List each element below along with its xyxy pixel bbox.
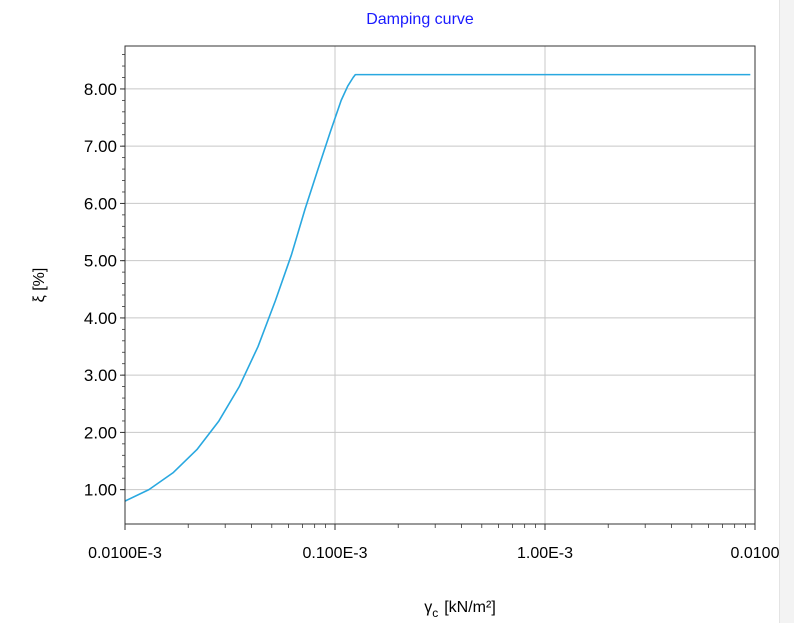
x-axis-label-symbol: γ — [424, 599, 432, 616]
plot-frame — [124, 45, 756, 525]
y-tick-label: 5.00 — [84, 252, 117, 271]
y-tick-label: 6.00 — [84, 194, 117, 213]
y-tick-label: 7.00 — [84, 137, 117, 156]
chart-title: Damping curve — [366, 11, 474, 28]
y-axis: 1.00 2.00 3.00 4.00 5.00 6.00 7.00 8.00 — [84, 54, 125, 500]
x-tick-label: 0.0100E-3 — [88, 545, 162, 562]
x-axis-label-subscript: c — [432, 606, 438, 620]
x-axis-label-unit: [kN/m²] — [444, 599, 496, 616]
window-edge — [779, 0, 794, 623]
y-tick-label: 3.00 — [84, 366, 117, 385]
x-tick-label: 0.100E-3 — [303, 545, 368, 562]
x-tick-label: 1.00E-3 — [517, 545, 573, 562]
series-group — [124, 73, 751, 502]
y-axis-label: ξ [%] — [31, 268, 48, 303]
x-axis-label: γc [kN/m²] — [424, 599, 496, 620]
series-line — [124, 73, 751, 502]
y-tick-label: 1.00 — [84, 481, 117, 500]
plot-area — [125, 46, 755, 524]
x-tick-label: 0.0100 — [731, 545, 780, 562]
x-axis: 0.0100E-3 0.100E-3 1.00E-3 0.0100 — [88, 524, 780, 562]
y-tick-label: 4.00 — [84, 309, 117, 328]
y-tick-label: 2.00 — [84, 423, 117, 442]
y-tick-label: 8.00 — [84, 80, 117, 99]
